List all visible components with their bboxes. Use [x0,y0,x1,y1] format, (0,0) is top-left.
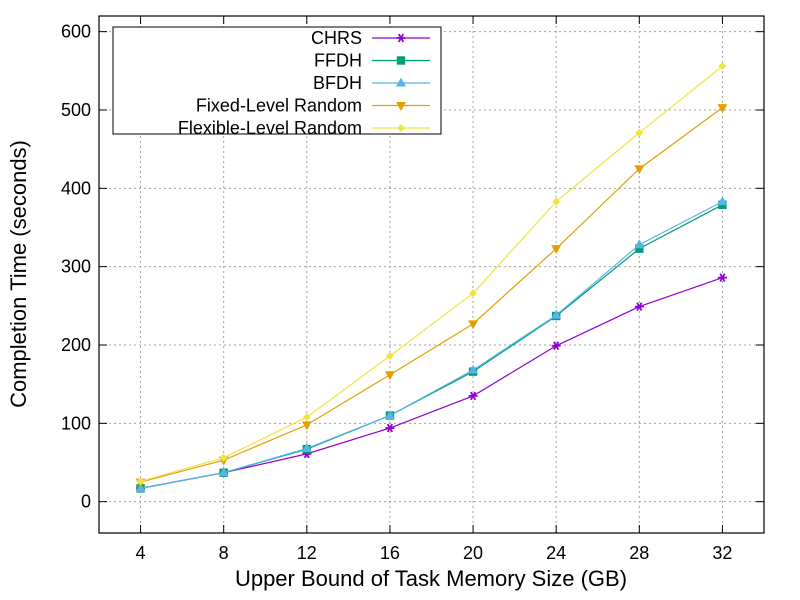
series-line [140,65,723,482]
x-tick-label: 28 [629,543,649,563]
y-tick-label: 0 [81,492,91,512]
legend-label: Flexible-Level Random [178,118,362,138]
data-point [635,244,644,253]
data-point [551,341,561,351]
legend-box [112,26,442,135]
legend-label: Fixed-Level Random [196,96,362,116]
data-point [717,196,728,206]
y-tick-label: 300 [61,257,91,277]
series-line [140,107,723,483]
x-tick-label: 32 [712,543,732,563]
y-tick-label: 200 [61,335,91,355]
y-tick-label: 500 [61,100,91,120]
series-line [140,201,723,489]
data-point [301,421,312,431]
data-point [551,309,562,319]
axis-ticks: 4 8 12 16 20 24 28 32 0 100 200 300 400 500 600 [61,16,764,563]
series-line [140,277,723,489]
data-point [717,273,727,282]
series-4 [136,62,727,486]
data-point [718,62,727,71]
data-point [634,239,645,249]
legend-marker [396,77,406,87]
x-tick-label: 12 [297,543,317,563]
data-point [385,351,394,360]
data-point [301,442,312,452]
x-tick-label: 20 [463,543,483,563]
legend-label: FFDH [314,51,362,71]
data-point [468,320,479,330]
data-point [634,302,644,311]
x-tick-label: 16 [380,543,400,563]
legend-marker [396,102,406,111]
y-tick-label: 600 [61,22,91,42]
data-point [468,364,479,374]
plot-frame [98,15,765,534]
legend-marker [396,33,406,43]
data-point [551,245,562,255]
legend-label: CHRS [311,28,362,48]
data-point [302,413,311,422]
legend-label: BFDH [313,73,362,93]
data-point [218,467,229,477]
data-point [136,477,145,486]
y-tick-label: 100 [61,413,91,433]
data-point [384,410,395,419]
x-tick-label: 8 [219,543,229,563]
data-point [552,197,561,206]
x-axis-title: Upper Bound of Task Memory Size (GB) [235,566,627,591]
legend-marker [396,56,406,65]
data-point [635,128,644,137]
series-layer [135,62,728,493]
data-point [385,423,395,433]
legend-marker [397,124,405,132]
data-point [717,104,728,114]
data-point [634,165,645,175]
data-point [384,371,395,381]
y-tick-label: 400 [61,178,91,198]
x-tick-label: 4 [136,543,146,563]
x-tick-label: 24 [546,543,566,563]
series-2 [135,196,728,492]
data-point [468,391,478,401]
y-axis-title: Completion Time (seconds) [6,140,31,408]
data-point [219,453,228,462]
series-3 [135,104,728,488]
data-point [469,289,478,298]
